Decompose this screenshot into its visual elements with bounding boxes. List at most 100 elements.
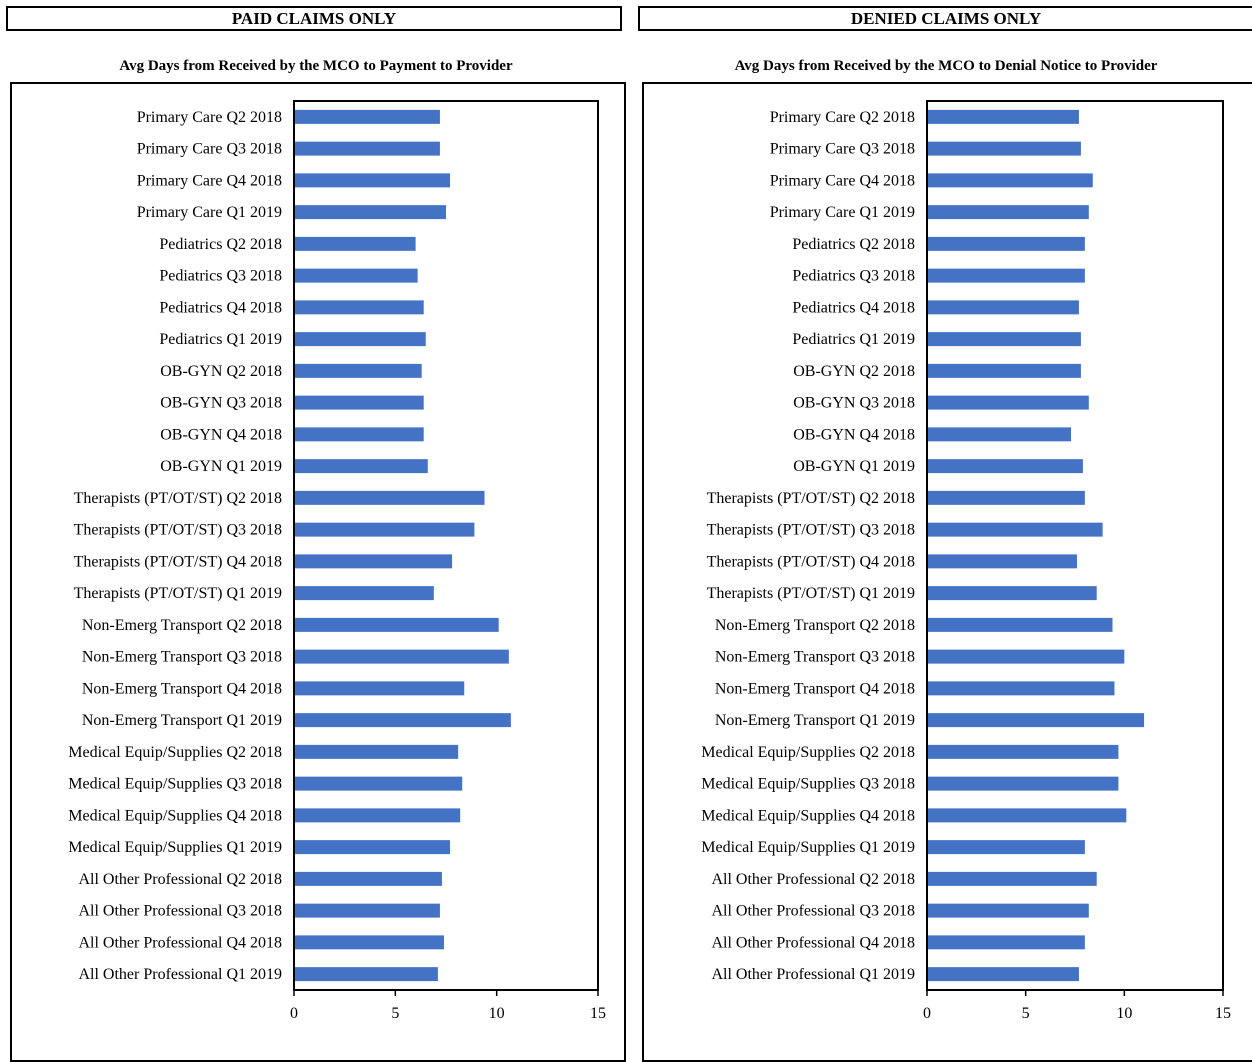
denied-category-label: Non-Emerg Transport Q3 2018	[715, 649, 915, 666]
paid-category-label: Medical Equip/Supplies Q4 2018	[68, 807, 282, 824]
denied-bar	[928, 617, 1113, 632]
denied-bar	[928, 490, 1085, 505]
paid-category-label: Therapists (PT/OT/ST) Q2 2018	[74, 490, 282, 507]
paid-category-label: All Other Professional Q1 2019	[78, 966, 282, 983]
paid-bar	[295, 808, 461, 823]
denied-bar	[928, 141, 1081, 156]
denied-category-label: Primary Care Q4 2018	[770, 172, 915, 189]
paid-bar	[295, 903, 440, 918]
denied-category-label: OB-GYN Q4 2018	[793, 426, 915, 443]
denied-bar	[928, 554, 1077, 569]
denied-bar	[928, 967, 1079, 982]
paid-bar	[295, 522, 475, 537]
paid-category-label: Therapists (PT/OT/ST) Q1 2019	[74, 585, 282, 602]
denied-claims-subtitle: Avg Days from Received by the MCO to Den…	[734, 57, 1158, 74]
denied-bar	[928, 522, 1103, 537]
paid-bar	[295, 871, 442, 886]
denied-bar	[928, 840, 1085, 855]
denied-x-tick-label: 0	[923, 1005, 931, 1022]
denied-bar	[928, 713, 1145, 728]
denied-category-label: Pediatrics Q1 2019	[792, 331, 915, 348]
paid-claims-subtitle: Avg Days from Received by the MCO to Pay…	[119, 57, 513, 74]
paid-category-label: OB-GYN Q4 2018	[160, 426, 282, 443]
denied-category-label: Medical Equip/Supplies Q2 2018	[701, 744, 915, 761]
paid-bar	[295, 554, 453, 569]
denied-bar	[928, 205, 1089, 220]
denied-x-tick-label: 10	[1116, 1005, 1132, 1022]
denied-category-label: Medical Equip/Supplies Q1 2019	[701, 839, 915, 856]
denied-category-label: OB-GYN Q1 2019	[793, 458, 915, 475]
denied-category-label: Therapists (PT/OT/ST) Q2 2018	[707, 490, 915, 507]
paid-category-label: Primary Care Q3 2018	[137, 141, 282, 158]
denied-category-label: Therapists (PT/OT/ST) Q3 2018	[707, 522, 915, 539]
paid-category-label: OB-GYN Q3 2018	[160, 395, 282, 412]
denied-category-label: OB-GYN Q2 2018	[793, 363, 915, 380]
denied-category-label: Non-Emerg Transport Q1 2019	[715, 712, 915, 729]
paid-category-label: Pediatrics Q2 2018	[159, 236, 282, 253]
denied-bar	[928, 459, 1083, 474]
paid-category-label: All Other Professional Q3 2018	[78, 903, 282, 920]
denied-category-label: Primary Care Q1 2019	[770, 204, 915, 221]
paid-category-label: Non-Emerg Transport Q4 2018	[82, 680, 282, 697]
denied-bar	[928, 649, 1125, 664]
paid-bar	[295, 776, 463, 791]
paid-x-tick-label: 15	[590, 1005, 606, 1022]
denied-bar	[928, 427, 1072, 442]
denied-category-label: Pediatrics Q2 2018	[792, 236, 915, 253]
denied-plot-area	[926, 100, 1224, 991]
paid-category-label: Therapists (PT/OT/ST) Q4 2018	[74, 553, 282, 570]
paid-category-label: OB-GYN Q2 2018	[160, 363, 282, 380]
denied-x-tick-label: 5	[1022, 1005, 1030, 1022]
denied-bar	[928, 395, 1089, 410]
paid-category-label: Therapists (PT/OT/ST) Q3 2018	[74, 522, 282, 539]
paid-category-label: All Other Professional Q4 2018	[78, 934, 282, 951]
denied-category-label: Primary Care Q3 2018	[770, 141, 915, 158]
paid-category-label: Non-Emerg Transport Q1 2019	[82, 712, 282, 729]
denied-bar	[928, 744, 1119, 759]
paid-category-label: Primary Care Q1 2019	[137, 204, 282, 221]
denied-bar	[928, 109, 1079, 124]
paid-bar	[295, 332, 426, 347]
paid-bar	[295, 427, 424, 442]
paid-bar	[295, 395, 424, 410]
paid-bar	[295, 935, 444, 950]
paid-bar	[295, 649, 509, 664]
paid-category-label: All Other Professional Q2 2018	[78, 871, 282, 888]
paid-bar	[295, 490, 485, 505]
paid-bar	[295, 617, 499, 632]
paid-bar	[295, 967, 438, 982]
denied-category-label: Primary Care Q2 2018	[770, 109, 915, 126]
denied-bar	[928, 935, 1085, 950]
denied-bar	[928, 903, 1089, 918]
paid-bar	[295, 109, 440, 124]
paid-bar	[295, 300, 424, 315]
denied-bar	[928, 332, 1081, 347]
paid-category-label: Medical Equip/Supplies Q1 2019	[68, 839, 282, 856]
paid-bar	[295, 141, 440, 156]
paid-bar	[295, 268, 418, 283]
paid-claims-header: PAID CLAIMS ONLY	[6, 6, 622, 31]
denied-category-label: Therapists (PT/OT/ST) Q4 2018	[707, 553, 915, 570]
paid-x-tick-label: 0	[290, 1005, 298, 1022]
denied-bar	[928, 808, 1127, 823]
denied-bar	[928, 268, 1085, 283]
denied-category-label: All Other Professional Q1 2019	[711, 966, 915, 983]
paid-bar	[295, 840, 451, 855]
paid-category-label: Pediatrics Q1 2019	[159, 331, 282, 348]
paid-category-label: Medical Equip/Supplies Q2 2018	[68, 744, 282, 761]
denied-claims-header: DENIED CLAIMS ONLY	[638, 6, 1252, 31]
paid-category-label: Non-Emerg Transport Q2 2018	[82, 617, 282, 634]
paid-category-label: Non-Emerg Transport Q3 2018	[82, 649, 282, 666]
denied-bar	[928, 586, 1097, 601]
denied-category-label: Medical Equip/Supplies Q3 2018	[701, 776, 915, 793]
paid-category-label: Pediatrics Q4 2018	[159, 299, 282, 316]
denied-category-label: All Other Professional Q3 2018	[711, 903, 915, 920]
paid-x-tick-label: 10	[489, 1005, 505, 1022]
denied-category-label: Non-Emerg Transport Q2 2018	[715, 617, 915, 634]
paid-bar	[295, 363, 422, 378]
paid-x-tick-label: 5	[391, 1005, 399, 1022]
denied-bar	[928, 871, 1097, 886]
paid-bar	[295, 173, 451, 188]
denied-category-label: Pediatrics Q4 2018	[792, 299, 915, 316]
denied-category-label: All Other Professional Q4 2018	[711, 934, 915, 951]
